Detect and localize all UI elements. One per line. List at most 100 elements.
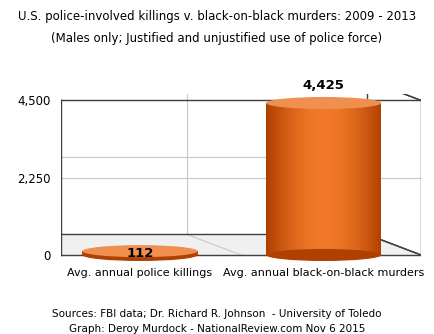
Bar: [101, 251, 102, 255]
Bar: [104, 251, 105, 255]
Bar: [301, 103, 302, 255]
Bar: [322, 103, 324, 255]
Bar: [173, 251, 174, 255]
Bar: [315, 103, 316, 255]
Bar: [140, 251, 141, 255]
Bar: [182, 251, 183, 255]
Bar: [156, 251, 157, 255]
Bar: [145, 251, 146, 255]
Bar: [375, 103, 377, 255]
Bar: [128, 251, 130, 255]
Bar: [181, 251, 182, 255]
Ellipse shape: [82, 245, 197, 257]
Bar: [133, 251, 134, 255]
Bar: [280, 103, 282, 255]
Bar: [354, 103, 355, 255]
Bar: [318, 103, 319, 255]
Bar: [339, 103, 341, 255]
Bar: [183, 251, 185, 255]
Text: 112: 112: [126, 246, 154, 260]
Bar: [325, 103, 327, 255]
Bar: [189, 251, 191, 255]
Ellipse shape: [266, 97, 381, 109]
Bar: [334, 103, 335, 255]
Bar: [146, 251, 147, 255]
Bar: [303, 103, 305, 255]
Bar: [324, 103, 325, 255]
Bar: [143, 251, 145, 255]
Bar: [192, 251, 193, 255]
Bar: [308, 103, 309, 255]
Bar: [172, 251, 173, 255]
Bar: [117, 251, 118, 255]
Bar: [123, 251, 124, 255]
Bar: [374, 103, 375, 255]
Bar: [114, 251, 115, 255]
Ellipse shape: [266, 249, 381, 261]
Bar: [120, 251, 121, 255]
Bar: [329, 103, 331, 255]
Bar: [95, 251, 97, 255]
Bar: [136, 251, 137, 255]
Bar: [121, 251, 123, 255]
Bar: [364, 103, 365, 255]
Text: 4,425: 4,425: [303, 79, 345, 92]
Bar: [295, 103, 296, 255]
Bar: [89, 251, 91, 255]
Bar: [179, 251, 181, 255]
Bar: [338, 103, 339, 255]
Bar: [111, 251, 113, 255]
Bar: [108, 251, 110, 255]
Bar: [355, 103, 357, 255]
Bar: [92, 251, 94, 255]
Bar: [151, 251, 153, 255]
Bar: [289, 103, 291, 255]
Bar: [272, 103, 273, 255]
Bar: [170, 251, 172, 255]
Polygon shape: [7, 80, 61, 255]
Bar: [266, 103, 267, 255]
Bar: [153, 251, 155, 255]
Bar: [358, 103, 360, 255]
Bar: [337, 103, 338, 255]
Bar: [105, 251, 107, 255]
Text: (Males only; Justified and unjustified use of police force): (Males only; Justified and unjustified u…: [52, 32, 382, 45]
Bar: [118, 251, 120, 255]
Bar: [137, 251, 138, 255]
Bar: [168, 251, 169, 255]
Bar: [267, 103, 269, 255]
Bar: [91, 251, 92, 255]
Bar: [273, 103, 275, 255]
Bar: [113, 251, 114, 255]
Bar: [316, 103, 318, 255]
Bar: [161, 251, 163, 255]
Bar: [380, 103, 381, 255]
Bar: [132, 251, 133, 255]
Bar: [100, 251, 101, 255]
Bar: [286, 103, 288, 255]
Bar: [275, 103, 276, 255]
Text: Avg. annual black-on-black murders: Avg. annual black-on-black murders: [223, 268, 424, 278]
Bar: [344, 103, 345, 255]
Bar: [107, 251, 108, 255]
Bar: [187, 251, 189, 255]
Bar: [186, 251, 187, 255]
Bar: [378, 103, 380, 255]
Bar: [138, 251, 140, 255]
Bar: [363, 103, 364, 255]
Bar: [345, 103, 347, 255]
Bar: [164, 251, 166, 255]
Bar: [124, 251, 125, 255]
Bar: [377, 103, 378, 255]
Bar: [292, 103, 293, 255]
Bar: [327, 103, 328, 255]
Bar: [314, 103, 315, 255]
Bar: [279, 103, 280, 255]
Polygon shape: [7, 234, 421, 255]
Bar: [282, 103, 283, 255]
Bar: [169, 251, 170, 255]
Bar: [361, 103, 363, 255]
Bar: [371, 103, 373, 255]
Bar: [115, 251, 117, 255]
Bar: [352, 103, 354, 255]
